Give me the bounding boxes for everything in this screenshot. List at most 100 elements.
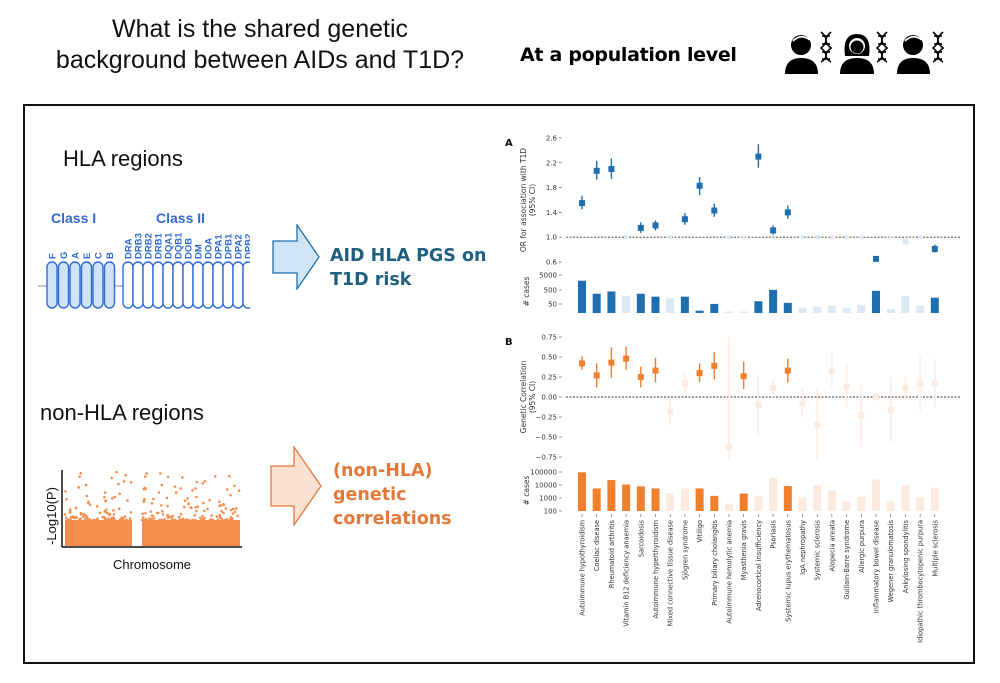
data-point [668,235,673,240]
manhattan-point [125,518,128,522]
category-label: Adrenocortical insufficiency [755,520,763,611]
manhattan-point [129,511,133,514]
manhattan-point [195,480,199,484]
manhattan-point [129,481,133,484]
manhattan-point [141,512,144,516]
manhattan-point [66,518,69,522]
y-tick-label: 0.75 [541,334,557,342]
data-point [652,367,659,374]
data-point [608,166,615,172]
manhattan-point [92,518,96,522]
data-point [828,368,835,375]
cases-bar [857,496,866,511]
cases-tick-label: 1000 [539,495,557,503]
manhattan-point [69,515,73,519]
manhattan-point [82,515,85,519]
manhattan-point [216,518,220,522]
data-point [902,238,909,245]
gene-label: DOA [204,238,215,259]
gene-block-drb2 [142,261,154,309]
manhattan-point [193,518,197,522]
manhattan-point [183,499,187,503]
non-hla-result-line-3: correlations [333,509,452,529]
manhattan-point [145,472,148,475]
manhattan-point [210,518,214,522]
cases-bar [872,290,880,313]
manhattan-point [161,513,165,516]
cases-bar [739,493,748,511]
data-point [931,245,938,252]
cases-bar [886,501,895,511]
cases-bar [798,307,807,313]
cases-bar [680,296,689,313]
cases-bar [725,311,733,313]
y-axis-label: (95% CI) [528,381,537,413]
manhattan-point [232,507,235,511]
manhattan-point [123,515,127,518]
data-point [593,372,600,379]
data-point [873,394,879,400]
manhattan-point [193,514,197,517]
cases-bar [901,485,910,511]
manhattan-point [223,518,227,522]
manhattan-point [224,507,228,510]
manhattan-dense-block-left [65,520,132,546]
manhattan-point [108,513,111,517]
cases-bar [916,497,925,511]
manhattan-point [219,516,222,520]
manhattan-point [152,517,156,520]
gene-block-dqa1 [162,261,174,309]
manhattan-point [203,516,206,520]
data-point [814,422,821,428]
gene-label: F [48,253,59,259]
manhattan-point [236,514,239,518]
cases-bar [578,472,586,511]
non-hla-result-line-1: (non-HLA) [333,461,433,481]
manhattan-point [166,475,170,479]
manhattan-point [201,514,204,518]
gene-block-c [92,261,104,309]
cases-bar [622,484,631,511]
cases-bar [666,298,675,313]
cases-bar [739,311,748,313]
manhattan-point [237,489,241,492]
manhattan-point [143,497,146,501]
y-axis-label: OR for association with T1D [519,148,528,252]
manhattan-point [95,505,99,508]
manhattan-point [179,487,182,490]
data-point [711,207,718,214]
manhattan-point [79,512,83,516]
manhattan-point [142,487,145,491]
manhattan-point [74,506,78,510]
question-line-2: background between AIDs and T1D? [55,46,465,74]
manhattan-point [107,517,110,520]
manhattan-point [84,483,88,487]
manhattan-point [215,515,219,518]
data-point [726,443,732,450]
manhattan-point [152,497,155,501]
data-point [770,385,777,392]
cases-bar [769,477,778,511]
category-label: Autoimmune hyperthyroidism [652,520,660,619]
cases-bar [916,305,925,313]
manhattan-point [222,502,225,506]
manhattan-point [112,516,115,520]
y-tick-label: 1.4 [546,209,558,217]
manhattan-point [122,480,126,483]
gene-block-dpb2 [242,261,250,309]
data-point [770,227,777,234]
manhattan-dense-block-right [142,520,240,546]
cases-tick-label: 100000 [530,469,557,477]
manhattan-point [218,504,221,508]
category-label: Autoimmune hemolytic anemia [726,520,734,624]
manhattan-point [196,505,200,508]
gene-block-dpa2 [232,261,244,309]
gene-label: DRB3 [134,233,145,259]
manhattan-point [231,512,235,515]
cases-bar [636,486,645,511]
data-point [696,370,703,376]
category-label: Vitamin B12 deficiency anaemia [623,520,631,627]
data-point [652,222,659,229]
data-point [931,380,938,387]
gene-label: A [71,252,82,259]
